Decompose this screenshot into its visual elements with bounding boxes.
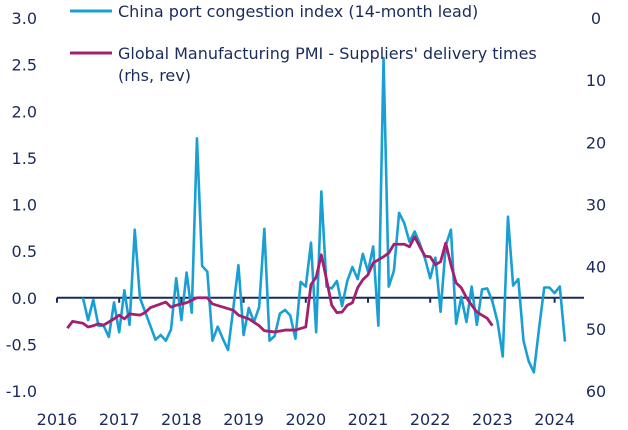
- right-y-tick-label: 40: [586, 258, 606, 277]
- legend: China port congestion index (14-month le…: [70, 2, 537, 85]
- left-y-tick-label: 0.0: [12, 289, 37, 308]
- legend-label-pmi: Global Manufacturing PMI - Suppliers' de…: [118, 44, 537, 63]
- x-tick-label: 2017: [99, 410, 140, 429]
- left-y-tick-label: 3.0: [12, 9, 37, 28]
- right-y-tick-label: 50: [586, 320, 606, 339]
- x-tick-label: 2016: [37, 410, 78, 429]
- right-y-tick-label: 30: [586, 196, 606, 215]
- x-tick-label: 2018: [161, 410, 202, 429]
- left-y-tick-label: 1.5: [12, 149, 37, 168]
- left-y-tick-label: 1.0: [12, 196, 37, 215]
- legend-label-port-congestion: China port congestion index (14-month le…: [118, 2, 478, 21]
- left-y-tick-label: -1.0: [6, 382, 37, 401]
- x-tick-label: 2020: [285, 410, 326, 429]
- right-y-tick-label: 10: [586, 71, 606, 90]
- x-tick-label: 2022: [410, 410, 451, 429]
- x-tick-label: 2021: [348, 410, 389, 429]
- left-y-axis-ticks: -1.0 -0.5 0.0 0.5 1.0 1.5 2.0 2.5 3.0: [6, 9, 37, 401]
- right-y-axis-ticks: 0 10 20 30 40 50 60: [586, 9, 606, 401]
- left-y-tick-label: 2.0: [12, 102, 37, 121]
- x-tick-label: 2023: [472, 410, 513, 429]
- series-lines: [66, 56, 567, 374]
- right-y-tick-label: 0: [591, 9, 601, 28]
- left-y-tick-label: 0.5: [12, 242, 37, 261]
- x-tick-label: 2019: [223, 410, 264, 429]
- left-y-tick-label: -0.5: [6, 335, 37, 354]
- x-tick-label: 2024: [534, 410, 575, 429]
- x-axis: 2016 2017 2018 2019 2020 2021 2022 2023 2024: [37, 296, 584, 429]
- right-y-tick-label: 60: [586, 382, 606, 401]
- legend-label-pmi-line2: (rhs, rev): [118, 66, 191, 85]
- series-line-pmi-delivery-times: [66, 235, 494, 334]
- right-y-tick-label: 20: [586, 133, 606, 152]
- left-y-tick-label: 2.5: [12, 56, 37, 75]
- series-line-port-congestion: [81, 56, 567, 374]
